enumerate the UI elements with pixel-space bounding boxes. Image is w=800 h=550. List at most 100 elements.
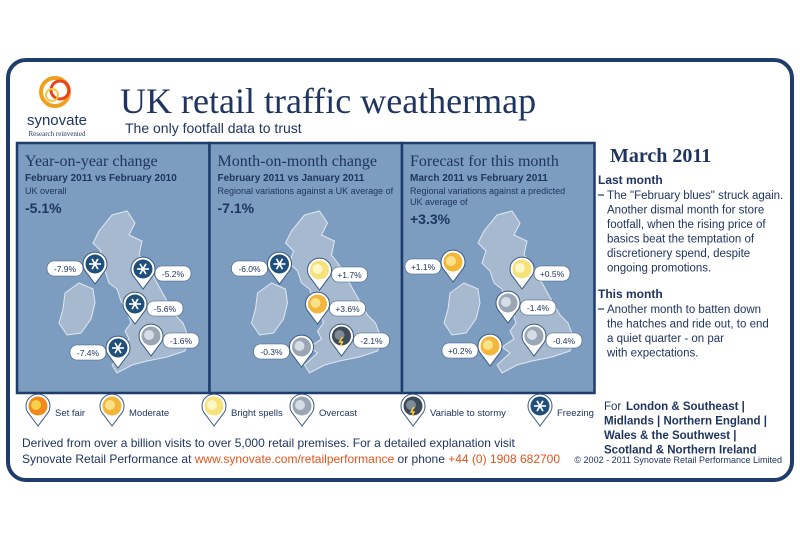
legend: Set fair Moderate Bright spells Overcast Var… [25,393,594,427]
weather-icon [400,393,426,427]
flake [536,400,544,412]
region-value: +0.2% [448,346,473,356]
icon-inner [31,400,41,410]
section-line: with expectations. [606,348,698,360]
weather-icon [138,323,164,357]
legend-label: Moderate [129,408,169,419]
section-line: Another month to batten down [607,304,761,316]
headline: -7.1% [218,200,255,216]
weather-icon [509,256,535,290]
value-box [353,332,390,349]
sidebar-heading: March 2011 [610,145,711,167]
value-box [46,260,84,277]
value-box [146,300,184,317]
panel-period: March 2011 vs February 2011 [410,173,548,184]
value-box [69,344,107,361]
panel-title: Forecast for this month [410,153,559,170]
value-box [154,265,192,282]
legend-label: Overcast [319,408,357,419]
region-value: -5.2% [162,269,185,279]
headline: -5.1% [25,200,62,216]
subtitle: The only footfall data to trust [125,120,302,136]
weather-icon [130,256,156,290]
icon-inner [501,297,511,307]
logo [39,76,71,108]
icon-inner [295,400,305,410]
section-line: ongoing promotions. [607,263,711,275]
flake [275,258,284,270]
icon-inner [105,400,115,410]
region-link[interactable]: Midlands | Northern England | [604,416,767,428]
region-value: -0.3% [260,347,283,357]
icon-inner [527,330,537,340]
region-link[interactable]: Wales & the Southwest | [604,430,737,442]
icon-inner [334,330,345,340]
value-box [331,266,368,283]
url-link[interactable]: www.synovate.com/retailperformance [194,452,395,466]
sidebar: March 2011 Last month The "February blues"… [598,145,783,457]
flake [114,342,122,354]
weather-icon [527,393,553,427]
region-value: -7.9% [54,264,77,274]
region-value: -1.6% [170,336,193,346]
panel-description: Regional variations against a UK average… [218,186,394,196]
section-title: Last month [598,173,663,187]
icon-inner [312,264,323,274]
section-title: This month [598,287,663,301]
weather-icon [201,393,227,427]
panel-period: February 2011 vs January 2011 [218,173,365,184]
footer-line: Derived from over a billion visits to ov… [22,436,516,450]
flake [91,258,99,270]
legend-label: Set fair [55,408,85,419]
panel-period: February 2011 vs February 2010 [25,173,177,184]
panel-description: UK average of [410,197,468,207]
icon-inner [207,400,217,410]
section-line: discretionery spend, despite [607,248,750,260]
legend-label: Bright spells [231,408,283,419]
value-box [519,299,557,316]
weather-icon [99,393,125,427]
headline: +3.3% [410,211,451,227]
panel-title: Year-on-year change [25,153,158,170]
panel: Forecast for this month March 2011 vs Feb… [400,141,596,395]
tagline: Research reinvented [29,130,86,138]
region-value: -5.6% [154,304,177,314]
region-value: -1.4% [527,303,550,313]
region-link[interactable]: London & Southeast | [626,401,745,413]
weather-icon [289,393,315,427]
region-value: +3.6% [335,304,360,314]
panel-title: Month-on-month change [218,153,378,170]
weather-icon [267,251,292,285]
footer-text: Synovate Retail Performance at [22,452,192,466]
region-value: -7.4% [77,348,100,358]
weather-icon [521,323,547,357]
section-line: the hatches and ride out, to end [607,319,769,331]
region-value: +1.1% [411,262,436,272]
panels: Year-on-year change February 2011 vs Febr… [15,141,596,395]
phone[interactable]: +44 (0) 1908 682700 [448,452,560,466]
copyright: © 2002 - 2011 Synovate Retail Performanc… [574,455,782,465]
value-box [441,342,479,359]
value-box [329,300,366,317]
icon-inner [483,340,493,350]
panel: Year-on-year change February 2011 vs Febr… [15,141,211,395]
section-line: basics beat the temptation of [607,234,755,246]
flake [139,263,147,275]
weather-icon [122,291,148,325]
title: UK retail traffic weathermap [120,81,536,121]
section-line: a quiet quarter - on par [607,333,724,345]
value-box [404,258,442,275]
region-link[interactable]: Scotland & Northern Ireland [604,445,757,457]
weather-icon [305,291,330,325]
flake [131,298,139,310]
region-value: +0.5% [540,269,565,279]
icon-inner [310,298,321,308]
section-line: footfall, when the rising price of [607,219,766,231]
legend-label: Variable to stormy [430,408,506,419]
footer-line: Synovate Retail Performance at www.synov… [22,452,560,466]
weather-icon [105,335,131,369]
panel: Month-on-month change February 2011 vs Ja… [208,141,404,395]
icon-inner [406,400,416,410]
weather-icon [329,323,354,357]
